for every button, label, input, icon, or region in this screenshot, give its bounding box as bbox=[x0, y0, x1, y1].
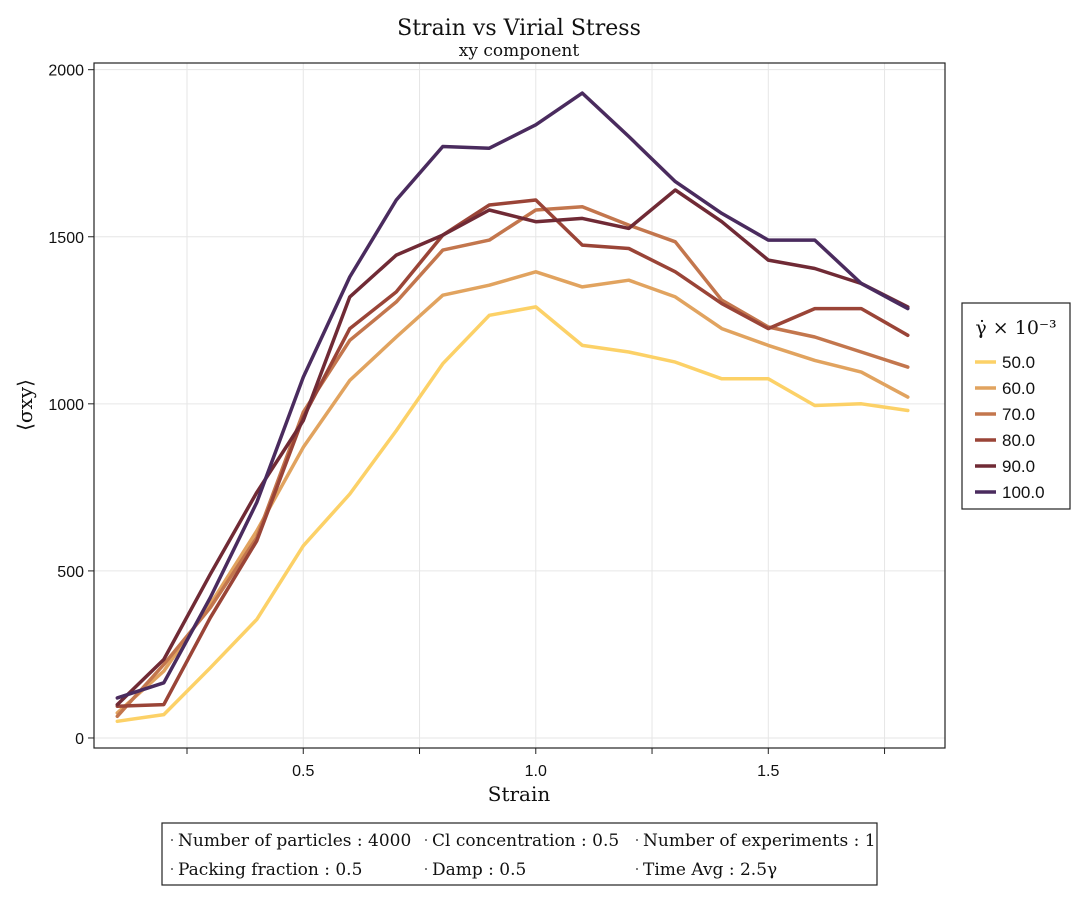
y-axis-label: ⟨σxy⟩ bbox=[13, 379, 37, 431]
series-line-80-0 bbox=[115, 198, 910, 708]
x-tick-label: 1.0 bbox=[525, 763, 547, 780]
legend-title: γ̇ × 10⁻³ bbox=[975, 317, 1056, 339]
info-item-cl-concentration: Cl concentration : 0.5 bbox=[432, 831, 619, 851]
y-tick-label: 500 bbox=[57, 564, 84, 581]
info-item-particles: Number of particles : 4000 bbox=[178, 831, 411, 851]
plot-frame bbox=[93, 62, 946, 749]
y-tick-label: 2000 bbox=[48, 63, 84, 80]
info-item-experiments: Number of experiments : 1 bbox=[643, 831, 876, 851]
x-tick-label: 1.5 bbox=[757, 763, 779, 780]
grid-layer bbox=[94, 63, 945, 748]
info-box: Number of particles : 4000 Cl concentrat… bbox=[161, 822, 878, 886]
series-layer bbox=[115, 91, 910, 724]
info-item-damp: Damp : 0.5 bbox=[432, 860, 526, 880]
chart-title: Strain vs Virial Stress bbox=[397, 16, 641, 41]
y-tick-label: 0 bbox=[75, 731, 84, 748]
chart-subtitle: xy component bbox=[459, 41, 580, 61]
info-bullet bbox=[636, 868, 638, 870]
info-bullet bbox=[425, 868, 427, 870]
legend-entry-label: 100.0 bbox=[1002, 483, 1045, 502]
legend-box bbox=[961, 302, 1071, 510]
series-line-100-0 bbox=[115, 91, 910, 700]
info-bullet bbox=[425, 839, 427, 841]
y-tick-label: 1000 bbox=[48, 397, 84, 414]
info-bullets bbox=[171, 839, 638, 870]
series-line-60-0 bbox=[115, 270, 910, 715]
legend-entries: 50.0 60.0 70.0 80.0 90.0 100.0 bbox=[975, 353, 1045, 502]
info-bullet bbox=[171, 839, 173, 841]
legend-entry-label: 60.0 bbox=[1002, 379, 1035, 398]
tick-layer: 0.5 1.0 1.5 0 500 1000 1500 2000 bbox=[48, 63, 886, 780]
y-tick-label: 1500 bbox=[48, 230, 84, 247]
info-item-time-avg: Time Avg : 2.5γ bbox=[643, 860, 777, 880]
series-line-90-0 bbox=[115, 188, 910, 707]
series-line-50-0 bbox=[115, 305, 910, 724]
legend-entry-label: 90.0 bbox=[1002, 457, 1035, 476]
legend-entry-label: 70.0 bbox=[1002, 405, 1035, 424]
info-box-frame bbox=[161, 822, 878, 886]
legend: γ̇ × 10⁻³ 50.0 60.0 70.0 80.0 90.0 100.0 bbox=[961, 302, 1071, 510]
legend-entry-label: 80.0 bbox=[1002, 431, 1035, 450]
info-bullet bbox=[636, 839, 638, 841]
legend-entry-label: 50.0 bbox=[1002, 353, 1035, 372]
x-axis-label: Strain bbox=[488, 782, 551, 806]
x-tick-label: 0.5 bbox=[292, 763, 314, 780]
info-bullet bbox=[171, 868, 173, 870]
series-line-70-0 bbox=[115, 204, 910, 719]
info-item-packing-fraction: Packing fraction : 0.5 bbox=[178, 860, 362, 880]
